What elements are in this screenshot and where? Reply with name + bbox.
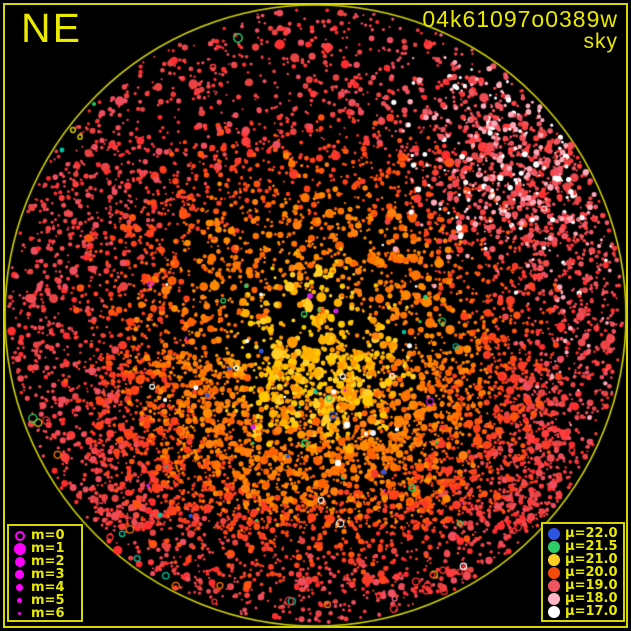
size-legend-row: m=4 [13,581,77,594]
corner-label: NE [21,5,82,51]
brightness-swatch-0-icon [547,527,565,540]
size-legend-row: m=5 [13,594,77,607]
color-legend-label: μ=17.0 [565,604,618,619]
color-legend-row: μ=21.0 [547,553,619,566]
magnitude-marker-6-icon [13,612,31,615]
brightness-swatch-1-icon [547,540,565,553]
size-legend-label: m=5 [31,593,65,608]
brightness-swatch-6-icon [547,605,565,618]
size-legend-label: m=4 [31,580,65,595]
color-legend-label: μ=19.0 [565,578,618,593]
size-legend-row: m=6 [13,607,77,620]
title-block: 04k61097o0389w sky [422,7,618,53]
color-legend-label: μ=18.0 [565,591,618,606]
brightness-swatch-4-icon [547,579,565,592]
magnitude-marker-4-icon [13,584,31,591]
magnitude-marker-2-icon [13,556,31,567]
size-legend-row: m=0 [13,529,77,542]
size-legend-box: m=0 m=1 m=2 m=3 m=4 m=5 m=6 [7,524,83,622]
color-legend-label: μ=21.0 [565,552,618,567]
size-legend-label: m=0 [31,528,65,543]
size-legend-row: m=1 [13,542,77,555]
color-legend-label: μ=20.0 [565,565,618,580]
color-legend-row: μ=18.0 [547,592,619,605]
color-legend-row: μ=20.0 [547,566,619,579]
color-legend-box: μ=22.0 μ=21.5 μ=21.0 μ=20.0 μ=19.0 μ=18.0 μ=17… [541,522,625,622]
color-legend-label: μ=21.5 [565,539,618,554]
brightness-swatch-5-icon [547,592,565,605]
size-legend-label: m=1 [31,541,65,556]
size-legend-label: m=3 [31,567,65,582]
size-legend-row: m=2 [13,555,77,568]
magnitude-marker-5-icon [13,598,31,603]
magnitude-marker-0-icon [13,530,31,541]
color-legend-row: μ=22.0 [547,527,619,540]
plot-title: 04k61097o0389w [422,6,618,32]
brightness-swatch-3-icon [547,566,565,579]
size-legend-label: m=6 [31,606,65,621]
brightness-swatch-2-icon [547,553,565,566]
size-legend-label: m=2 [31,554,65,569]
size-legend-row: m=3 [13,568,77,581]
plot-subtitle: sky [583,30,618,54]
magnitude-marker-1-icon [13,542,31,555]
magnitude-marker-3-icon [13,570,31,579]
color-legend-label: μ=22.0 [565,526,618,541]
color-legend-row: μ=21.5 [547,540,619,553]
color-legend-row: μ=17.0 [547,605,619,618]
color-legend-row: μ=19.0 [547,579,619,592]
